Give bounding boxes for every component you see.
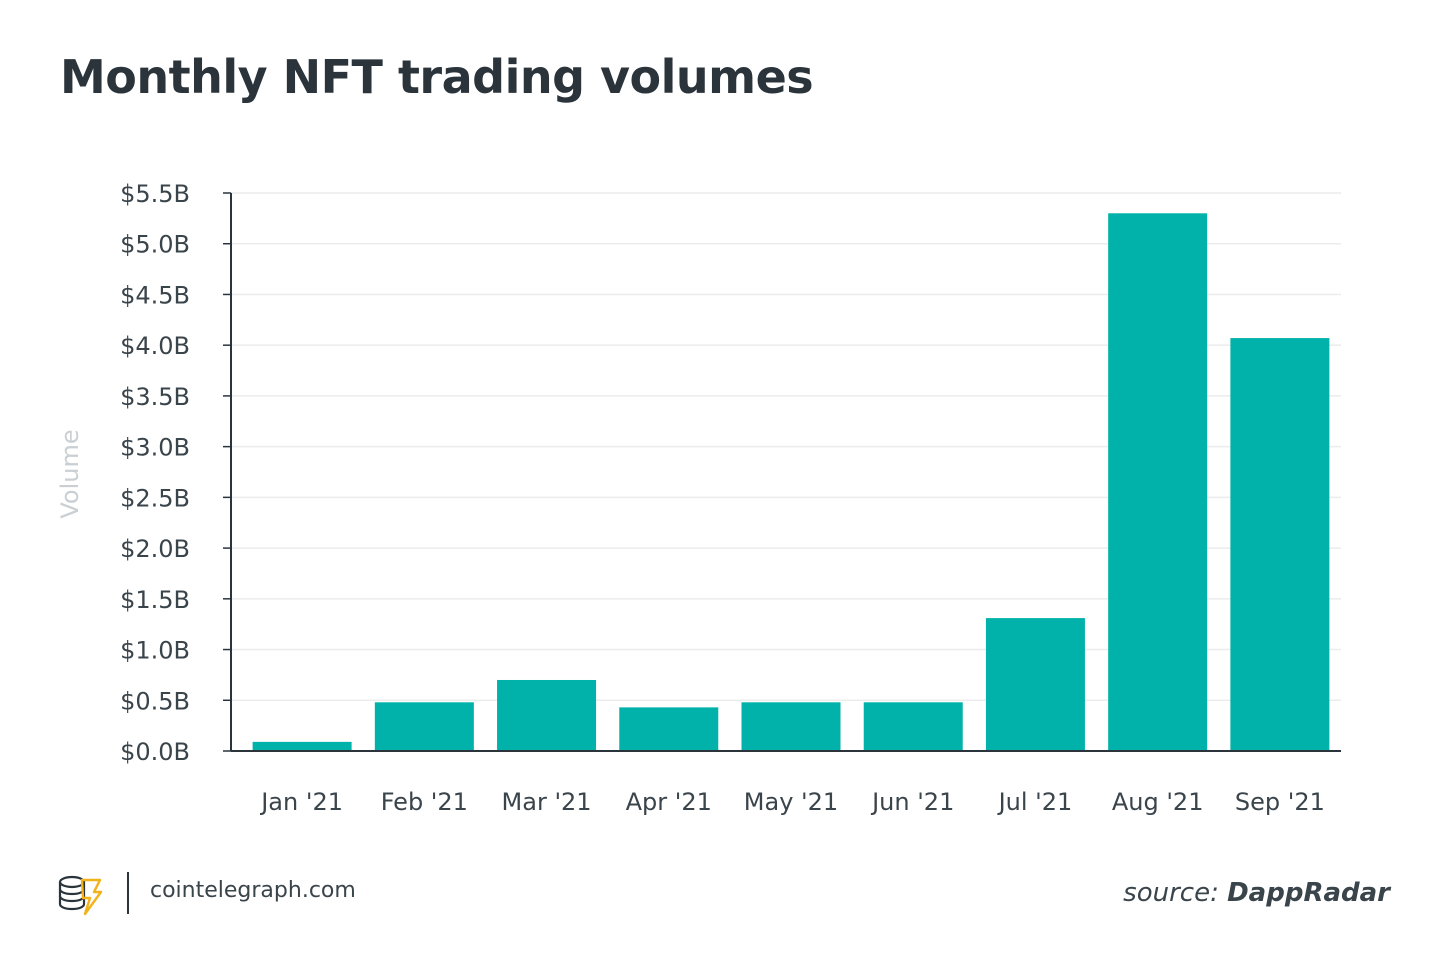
footer-divider <box>127 872 129 914</box>
footer-site-link[interactable]: cointelegraph.com <box>150 878 356 903</box>
chart-title: Monthly NFT trading volumes <box>60 50 814 104</box>
bar-7 <box>1108 213 1208 752</box>
y-tick-label: $5.0B <box>120 231 190 259</box>
bar-3 <box>619 707 719 751</box>
y-tick-label: $2.5B <box>120 484 190 512</box>
y-tick-label: $3.0B <box>120 434 190 462</box>
bar-5 <box>863 702 963 751</box>
x-tick-label: Mar '21 <box>502 788 592 816</box>
x-axis-ticks: Jan '21 Feb '21 Mar '21 Apr '21 May '21 Jun '… <box>259 788 1325 816</box>
x-tick-label: Jul '21 <box>997 788 1073 816</box>
x-tick-label: Aug '21 <box>1112 788 1204 816</box>
x-tick-label: Sep '21 <box>1235 788 1325 816</box>
x-tick-label: Feb '21 <box>381 788 468 816</box>
bar-4 <box>741 702 841 751</box>
y-tick-label: $0.0B <box>120 738 190 766</box>
x-tick-label: Jun '21 <box>870 788 954 816</box>
y-tick-label: $1.5B <box>120 586 190 614</box>
bar-8 <box>1230 338 1330 751</box>
bar-6 <box>985 618 1085 751</box>
footer-source: source: DappRadar <box>1123 878 1390 908</box>
y-tick-label: $3.5B <box>120 383 190 411</box>
y-tick-label: $5.5B <box>120 180 190 208</box>
y-axis-ticks: $0.0B $0.5B $1.0B $1.5B $2.0B $2.5B $3.0B $3.5B… <box>120 180 231 766</box>
source-name: DappRadar <box>1227 878 1390 908</box>
x-tick-label: Jan '21 <box>259 788 343 816</box>
y-tick-label: $2.0B <box>120 535 190 563</box>
y-tick-label: $4.0B <box>120 332 190 360</box>
y-tick-label: $0.5B <box>120 687 190 715</box>
x-tick-label: May '21 <box>744 788 838 816</box>
cointelegraph-logo-icon <box>58 872 104 916</box>
bar-2 <box>497 679 597 751</box>
bars <box>252 213 1330 752</box>
y-tick-label: $1.0B <box>120 637 190 665</box>
bar-1 <box>374 702 474 751</box>
y-tick-label: $4.5B <box>120 281 190 309</box>
y-axis-label: Volume <box>56 429 84 518</box>
bar-0 <box>252 741 352 751</box>
x-tick-label: Apr '21 <box>626 788 712 816</box>
source-prefix: source: <box>1123 878 1219 908</box>
